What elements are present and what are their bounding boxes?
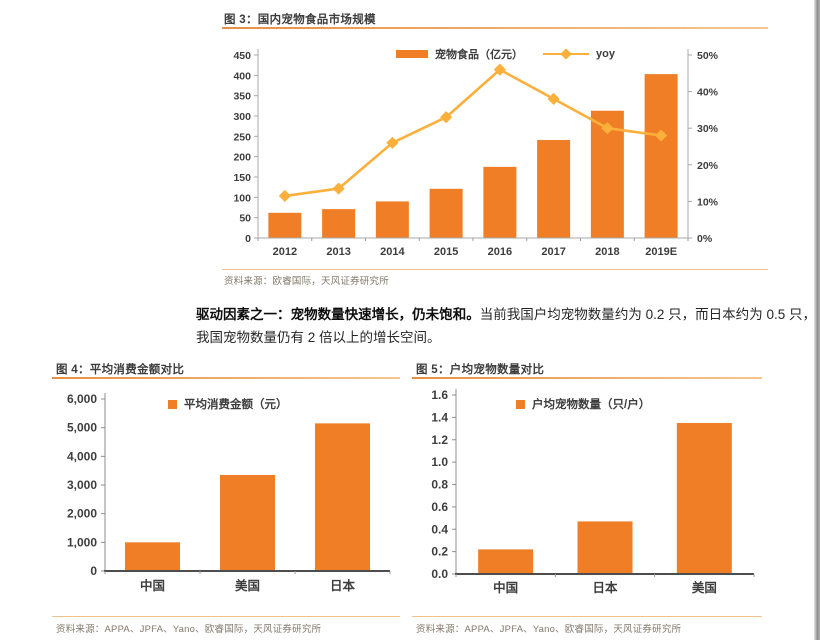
svg-text:1.6: 1.6 <box>431 388 448 402</box>
svg-text:美国: 美国 <box>692 580 717 595</box>
driver-paragraph-body: 当前我国户均宠物数量约为 0.2 只，而日本约为 0.5 只，我国宠物数量仍有 … <box>196 307 816 345</box>
driver-paragraph: 驱动因素之一：宠物数量快速增长，仍未饱和。当前我国户均宠物数量约为 0.2 只，… <box>196 303 816 349</box>
svg-text:日本: 日本 <box>592 580 618 595</box>
figure-4-title-rule <box>52 377 400 379</box>
svg-text:40%: 40% <box>697 87 719 99</box>
svg-text:0.8: 0.8 <box>431 478 448 492</box>
figure-4-title: 图 4：平均消费金额对比 <box>56 364 185 376</box>
svg-text:20%: 20% <box>697 160 719 172</box>
svg-text:50: 50 <box>239 213 251 225</box>
figure-4-series-label: 平均消费金额（元） <box>184 399 288 411</box>
figure-3-legend: 宠物食品（亿元） yoy <box>396 46 615 62</box>
figure-4-source-rule <box>52 616 400 617</box>
bar-series-swatch-icon <box>516 399 525 409</box>
figure-3-source-rule <box>222 269 768 270</box>
svg-text:150: 150 <box>233 172 251 184</box>
svg-text:0.0: 0.0 <box>431 567 448 581</box>
figure-5-title-rule <box>412 377 762 379</box>
svg-text:450: 450 <box>233 50 251 62</box>
bar-series-swatch-icon <box>168 399 177 409</box>
figure-4-source: 资料来源：APPA、JPFA、Yano、欧睿国际，天风证券研究所 <box>56 624 322 635</box>
figure-3-title: 图 3：国内宠物食品市场规模 <box>224 14 376 26</box>
window-border <box>814 0 820 640</box>
svg-text:美国: 美国 <box>235 578 260 593</box>
figure-3-plot: 0 50 100 150 200 250 300 350 400 450 0% 10% 20% 30% 40… <box>233 49 719 258</box>
figure-5-source: 资料来源：APPA、JPFA、Yano、欧睿国际，天风证券研究所 <box>416 624 682 635</box>
svg-text:0.6: 0.6 <box>431 500 448 514</box>
svg-text:0: 0 <box>245 233 251 245</box>
figure-3-bar-series-label: 宠物食品（亿元） <box>435 49 523 61</box>
bar-series-swatch-icon <box>396 50 428 58</box>
svg-text:0: 0 <box>90 564 97 578</box>
svg-text:1.0: 1.0 <box>431 455 448 469</box>
svg-text:2,000: 2,000 <box>67 507 97 521</box>
svg-text:3,000: 3,000 <box>67 478 97 492</box>
svg-text:400: 400 <box>233 70 251 82</box>
svg-text:2017: 2017 <box>541 246 565 258</box>
line-series-swatch-icon <box>543 48 589 60</box>
figure-3-title-rule <box>222 27 768 29</box>
svg-text:2019E: 2019E <box>645 246 677 258</box>
figure-3-line-series-label: yoy <box>596 48 615 60</box>
svg-text:日本: 日本 <box>330 578 356 593</box>
svg-text:0.2: 0.2 <box>431 545 448 559</box>
svg-text:2018: 2018 <box>595 246 619 258</box>
svg-text:50%: 50% <box>697 50 719 62</box>
figure-4-plot: 0 1,000 2,000 3,000 4,000 5,000 6,000 中国 美国 日本 <box>67 392 391 593</box>
svg-text:2016: 2016 <box>488 246 512 258</box>
figure-5-series-label: 户均宠物数量（只/户） <box>532 399 651 411</box>
svg-text:250: 250 <box>233 131 251 143</box>
figure-5-legend: 户均宠物数量（只/户） <box>516 396 650 412</box>
svg-text:5,000: 5,000 <box>67 421 97 435</box>
driver-paragraph-lead: 驱动因素之一：宠物数量快速增长，仍未饱和。 <box>196 307 480 322</box>
figure-5-title: 图 5：户均宠物数量对比 <box>416 364 545 376</box>
figure-3-source: 资料来源：欧睿国际，天风证券研究所 <box>224 276 389 287</box>
svg-text:1,000: 1,000 <box>67 535 97 549</box>
figure-4-legend: 平均消费金额（元） <box>168 396 288 412</box>
svg-text:4,000: 4,000 <box>67 449 97 463</box>
svg-text:0.4: 0.4 <box>431 522 448 536</box>
svg-text:30%: 30% <box>697 123 719 135</box>
svg-text:2014: 2014 <box>380 246 405 258</box>
svg-text:1.2: 1.2 <box>431 433 448 447</box>
figure-5-source-rule <box>412 616 762 617</box>
svg-text:10%: 10% <box>697 196 719 208</box>
svg-text:1.4: 1.4 <box>431 410 448 424</box>
svg-text:6,000: 6,000 <box>67 392 97 406</box>
svg-text:2013: 2013 <box>326 246 350 258</box>
svg-text:0%: 0% <box>697 233 713 245</box>
svg-text:2015: 2015 <box>434 246 458 258</box>
svg-text:中国: 中国 <box>140 578 165 593</box>
svg-text:2012: 2012 <box>273 246 297 258</box>
svg-text:中国: 中国 <box>493 580 518 595</box>
figure-5-plot: 0.0 0.2 0.4 0.6 0.8 1.0 1.2 1.4 1.6 中国 日本 美国 <box>431 388 755 595</box>
svg-text:300: 300 <box>233 111 251 123</box>
svg-text:200: 200 <box>233 152 251 164</box>
svg-text:350: 350 <box>233 91 251 103</box>
svg-text:100: 100 <box>233 192 251 204</box>
